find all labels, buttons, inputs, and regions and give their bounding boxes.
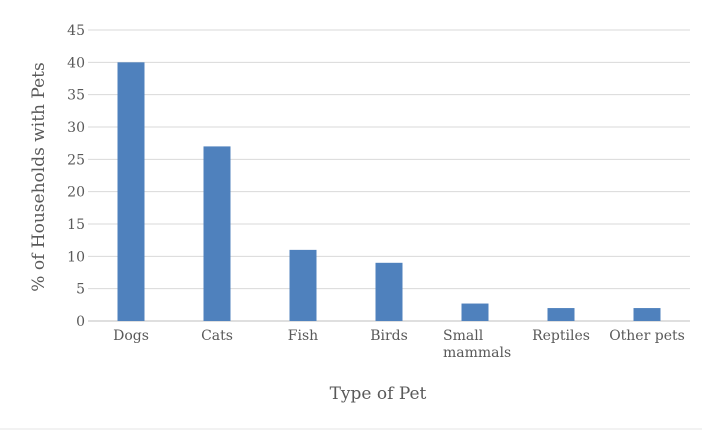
y-tick-label: 35 (67, 88, 85, 104)
x-category-label: mammals (443, 345, 511, 361)
y-tick-label: 5 (76, 282, 85, 298)
y-tick-label: 20 (67, 185, 85, 201)
y-tick-label: 40 (67, 55, 85, 71)
x-category-label: Birds (370, 328, 408, 344)
y-tick-label: 10 (67, 249, 85, 265)
x-category-label: Reptiles (532, 328, 590, 344)
y-tick-label: 25 (67, 152, 85, 168)
bottom-divider (0, 428, 702, 430)
bar-small-mammals (461, 303, 489, 321)
y-axis-ticks: 0 5 10 15 20 25 30 35 40 45 (67, 23, 85, 330)
bar-reptiles (547, 308, 575, 321)
y-tick-label: 45 (67, 23, 85, 39)
bars (117, 62, 661, 321)
bar-fish (289, 249, 317, 321)
x-category-label: Cats (201, 328, 233, 344)
gridlines (88, 29, 690, 322)
x-category-label: Fish (288, 328, 318, 344)
x-category-label: Dogs (113, 328, 149, 344)
y-tick-label: 15 (67, 217, 85, 233)
bar-birds (375, 262, 403, 321)
bar-other-pets (633, 308, 661, 321)
bar-dogs (117, 62, 145, 321)
x-category-label: Other pets (609, 328, 685, 344)
y-tick-label: 30 (67, 120, 85, 136)
bar-cats (203, 146, 231, 321)
y-axis-title: % of Households with Pets (29, 62, 49, 291)
x-category-label: Small (443, 328, 484, 344)
y-tick-label: 0 (76, 314, 85, 330)
x-axis-title: Type of Pet (330, 384, 427, 404)
